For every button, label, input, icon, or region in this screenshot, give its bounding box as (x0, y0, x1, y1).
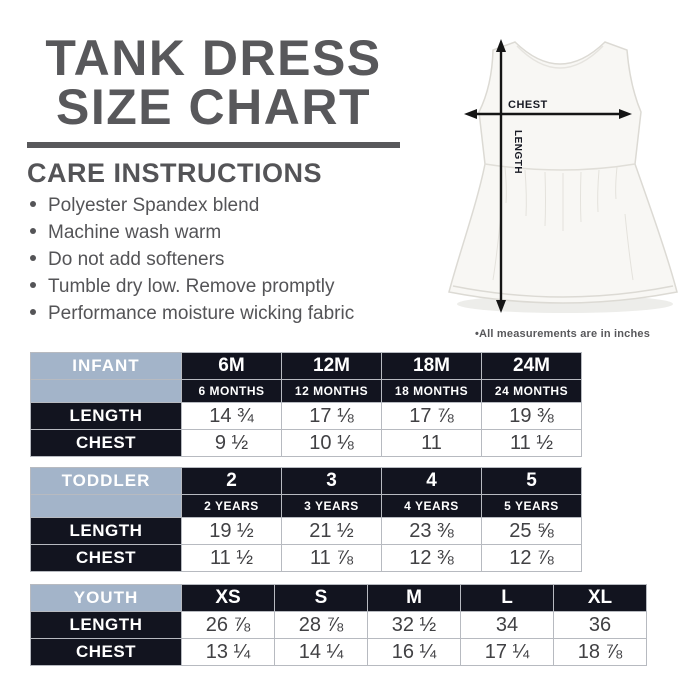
value-cell: 17 ¼ (460, 638, 554, 666)
group-header-cell: TODDLER (30, 467, 182, 495)
care-instructions-list: Polyester Spandex blend Machine wash war… (30, 196, 354, 331)
infant-size-table: INFANT 6M 12M 18M 24M 6 MONTHS 12 MONTHS… (30, 352, 582, 457)
table-row: LENGTH 19 ½ 21 ½ 23 ⅜ 25 ⅝ (30, 517, 582, 545)
subsize-header-cell: 6 MONTHS (181, 379, 282, 403)
value-cell: 11 (381, 429, 482, 457)
subsize-header-cell: 3 YEARS (281, 494, 382, 518)
value-cell: 28 ⅞ (274, 611, 368, 639)
table-row: CHEST 11 ½ 11 ⅞ 12 ⅜ 12 ⅞ (30, 544, 582, 572)
skirt-gathers (492, 166, 634, 281)
value-cell: 21 ½ (281, 517, 382, 545)
value-cell: 10 ⅛ (281, 429, 382, 457)
value-cell: 26 ⅞ (181, 611, 275, 639)
value-cell: 17 ⅞ (381, 402, 482, 430)
value-cell: 14 ¼ (274, 638, 368, 666)
size-header-cell: 6M (181, 352, 282, 380)
size-header-cell: 2 (181, 467, 282, 495)
dress-body (448, 41, 678, 304)
waist-seam (484, 163, 636, 171)
care-item: Machine wash warm (30, 223, 354, 242)
size-header-cell: 4 (381, 467, 482, 495)
table-row: LENGTH 26 ⅞ 28 ⅞ 32 ½ 34 36 (30, 611, 647, 639)
value-cell: 32 ½ (367, 611, 461, 639)
size-header-cell: XL (553, 584, 647, 612)
value-cell: 14 ¾ (181, 402, 282, 430)
toddler-size-table: TODDLER 2 3 4 5 2 YEARS 3 YEARS 4 YEARS … (30, 467, 582, 572)
row-label-cell: CHEST (30, 429, 182, 457)
group-header-cell: YOUTH (30, 584, 182, 612)
chest-label: CHEST (508, 99, 548, 111)
dress-diagram: CHEST LENGTH •All measurements are in in… (435, 14, 690, 340)
value-cell: 12 ⅞ (481, 544, 582, 572)
size-header-cell: M (367, 584, 461, 612)
subsize-header-cell: 24 MONTHS (481, 379, 582, 403)
subsize-header-cell: 18 MONTHS (381, 379, 482, 403)
value-cell: 11 ⅞ (281, 544, 382, 572)
page-title: TANK DRESS SIZE CHART (27, 30, 400, 135)
value-cell: 12 ⅜ (381, 544, 482, 572)
size-header-cell: 12M (281, 352, 382, 380)
size-header-cell: 5 (481, 467, 582, 495)
value-cell: 18 ⅞ (553, 638, 647, 666)
row-label-cell: LENGTH (30, 402, 182, 430)
subsize-header-cell: 5 YEARS (481, 494, 582, 518)
subsize-header-cell: 12 MONTHS (281, 379, 382, 403)
table-row: CHEST 13 ¼ 14 ¼ 16 ¼ 17 ¼ 18 ⅞ (30, 638, 647, 666)
page-title-line2: SIZE CHART (56, 79, 371, 135)
measurement-note: •All measurements are in inches (474, 328, 651, 340)
row-label-cell: LENGTH (30, 611, 182, 639)
value-cell: 13 ¼ (181, 638, 275, 666)
neckline-trim (516, 45, 604, 69)
care-item: Polyester Spandex blend (30, 196, 354, 215)
value-cell: 34 (460, 611, 554, 639)
care-instructions-heading: CARE INSTRUCTIONS (27, 158, 323, 188)
chest-arrow (464, 109, 632, 119)
value-cell: 25 ⅝ (481, 517, 582, 545)
tank-dress-illustration: CHEST LENGTH (448, 39, 678, 313)
size-header-cell: 18M (381, 352, 482, 380)
size-header-cell: 3 (281, 467, 382, 495)
care-item: Performance moisture wicking fabric (30, 304, 354, 323)
table-row: CHEST 9 ½ 10 ⅛ 11 11 ½ (30, 429, 582, 457)
value-cell: 36 (553, 611, 647, 639)
value-cell: 17 ⅛ (281, 402, 382, 430)
group-header-cell: INFANT (30, 352, 182, 380)
blank-cell (30, 494, 182, 518)
length-arrow (496, 39, 506, 313)
care-item: Do not add softeners (30, 250, 354, 269)
size-header-cell: L (460, 584, 554, 612)
value-cell: 19 ⅜ (481, 402, 582, 430)
size-header-cell: XS (181, 584, 275, 612)
hem-band (452, 285, 674, 298)
subsize-header-cell: 2 YEARS (181, 494, 282, 518)
size-header-cell: S (274, 584, 368, 612)
value-cell: 11 ½ (181, 544, 282, 572)
subsize-header-cell: 4 YEARS (381, 494, 482, 518)
row-label-cell: CHEST (30, 638, 182, 666)
value-cell: 16 ¼ (367, 638, 461, 666)
value-cell: 23 ⅜ (381, 517, 482, 545)
row-label-cell: LENGTH (30, 517, 182, 545)
value-cell: 9 ½ (181, 429, 282, 457)
page-title-line1: TANK DRESS (45, 30, 382, 86)
title-divider (27, 142, 400, 148)
table-row: LENGTH 14 ¾ 17 ⅛ 17 ⅞ 19 ⅜ (30, 402, 582, 430)
care-item: Tumble dry low. Remove promptly (30, 277, 354, 296)
size-header-cell: 24M (481, 352, 582, 380)
row-label-cell: CHEST (30, 544, 182, 572)
youth-size-table: YOUTH XS S M L XL LENGTH 26 ⅞ 28 ⅞ 32 ½ … (30, 584, 647, 666)
length-label: LENGTH (512, 130, 523, 174)
value-cell: 11 ½ (481, 429, 582, 457)
blank-cell (30, 379, 182, 403)
value-cell: 19 ½ (181, 517, 282, 545)
